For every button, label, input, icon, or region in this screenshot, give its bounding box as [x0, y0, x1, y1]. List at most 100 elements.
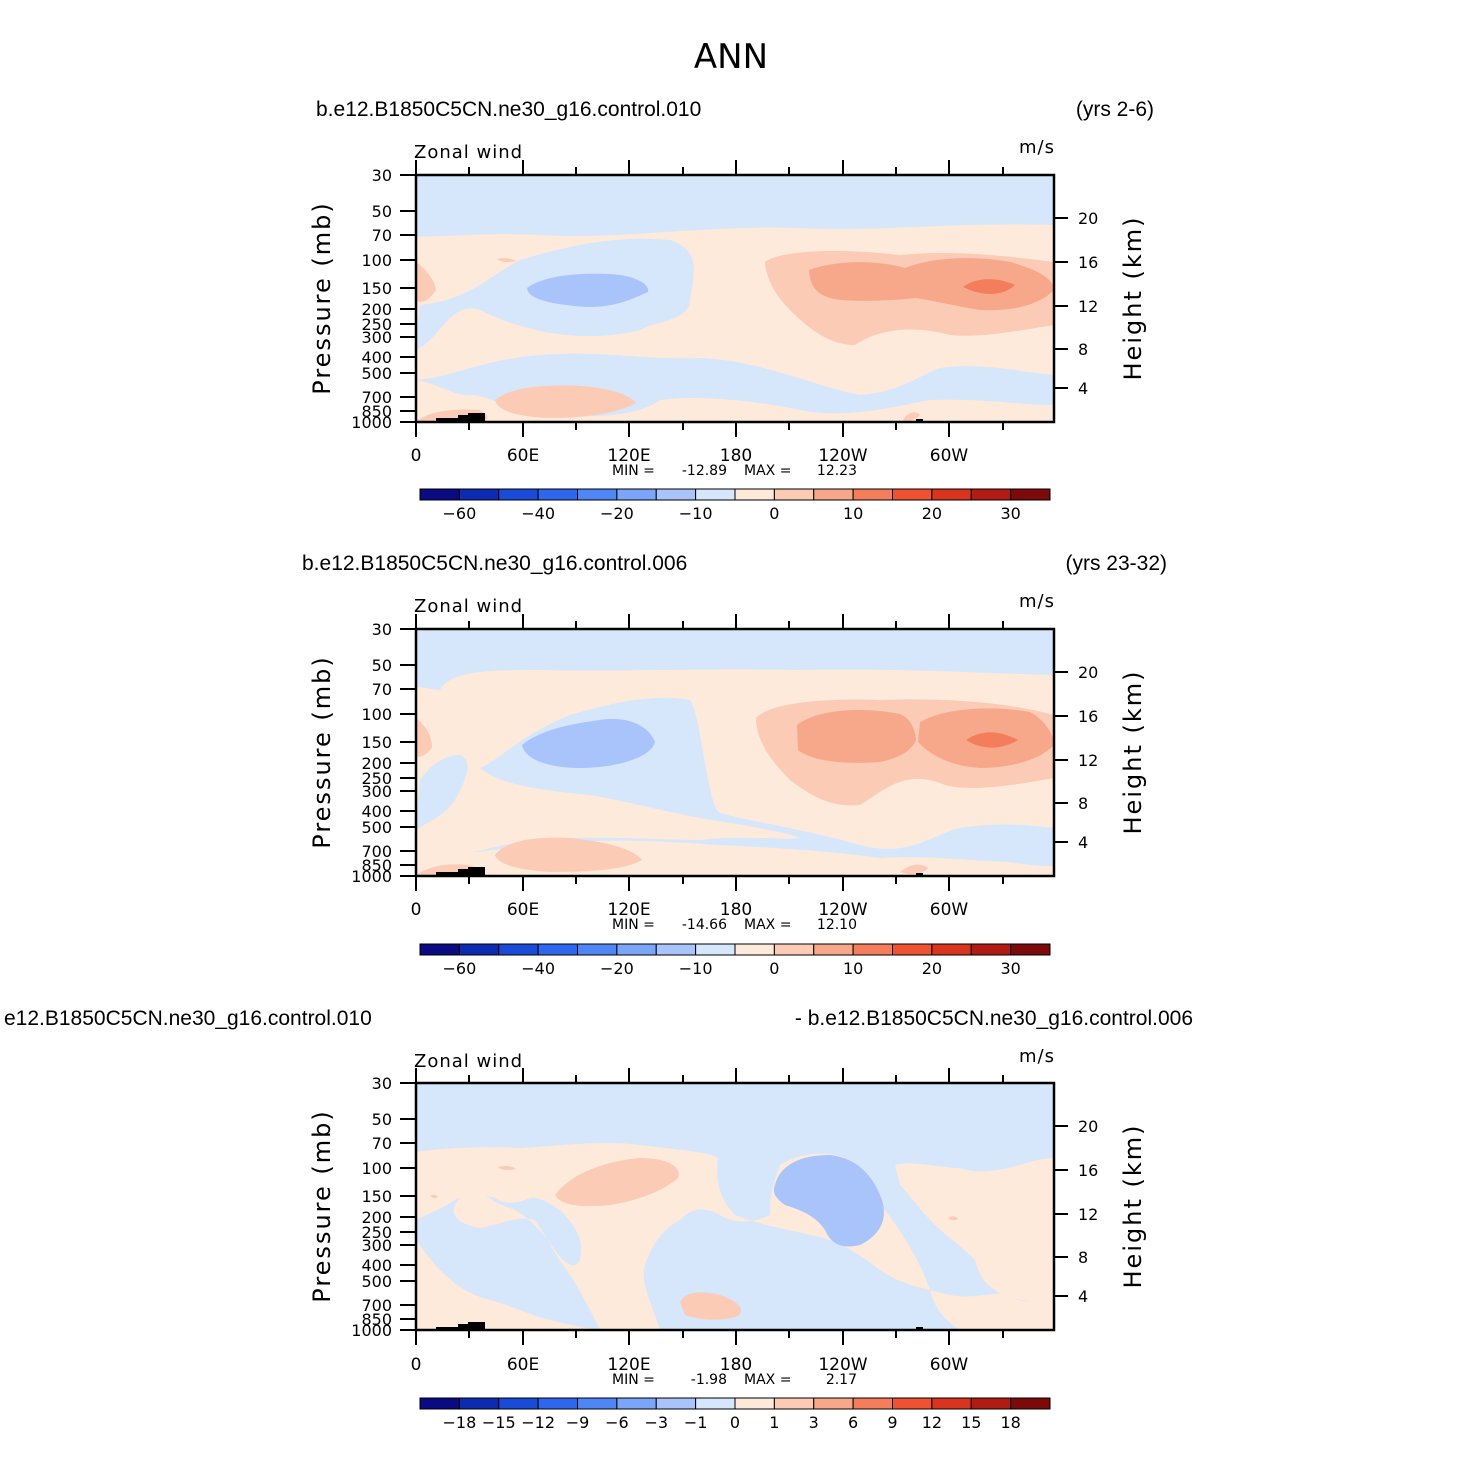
panel-1-max-label: MAX = [744, 463, 791, 479]
panel-2-y-tick-label: 400 [361, 802, 392, 821]
panel-3-y-tick-label: 150 [361, 1187, 392, 1206]
panel-1-y-tick-label: 500 [361, 364, 392, 383]
panel-3: e12.B1850C5CN.ne30_g16.control.010 - b.e… [4, 1007, 1193, 1432]
colorbar-box [419, 1397, 460, 1410]
colorbar-box [577, 1397, 618, 1410]
panel-2-min-value: -14.66 [682, 917, 727, 933]
panel-1-y-tick-label: 1000 [351, 413, 392, 432]
panel-1-y-tick-label: 150 [361, 279, 392, 298]
panel-3-min-value: -1.98 [691, 1372, 727, 1388]
colorbar-label: 20 [922, 504, 942, 523]
panel-3-y-tick-label: 700 [361, 1296, 392, 1315]
panel-2-max-value: 12.10 [817, 917, 857, 933]
colorbar-box [892, 488, 933, 501]
panel-1-x-tick-label: 180 [720, 446, 752, 466]
colorbar-box [970, 943, 1012, 956]
panel-3-x-tick-label: 60W [930, 1355, 969, 1375]
panel-2-y-tick-label: 100 [361, 705, 392, 724]
colorbar-box [931, 1397, 972, 1410]
colorbar-box [773, 943, 815, 956]
colorbar-box [892, 943, 933, 956]
panel-1-x-tick-label: 120E [607, 446, 650, 466]
panel-1-y-tick-label: 70 [372, 226, 392, 245]
colorbar-label: 0 [730, 1413, 740, 1432]
colorbar-box [813, 488, 854, 501]
panel-3-x-tick-label: 120E [607, 1355, 650, 1375]
colorbar-label: −10 [679, 959, 713, 978]
panel-2-x-tick-labels: 0 60E 120E 180 120W 60W [411, 900, 969, 920]
colorbar-box [695, 488, 736, 501]
panel-1-right-axis-label: Height (km) [1119, 216, 1147, 381]
colorbar-label: 6 [848, 1413, 858, 1432]
panel-2: b.e12.B1850C5CN.ne30_g16.control.006 (yr… [302, 552, 1167, 978]
panel-2-height-tick-label: 12 [1078, 751, 1098, 770]
panel-1-height-tick-label: 20 [1078, 209, 1098, 228]
colorbar-label: 15 [961, 1413, 981, 1432]
colorbar-box [616, 488, 657, 501]
panel-3-height-tick-label: 4 [1078, 1287, 1088, 1306]
panel-2-x-tick-label: 180 [720, 900, 752, 920]
panel-1-max-value: 12.23 [817, 463, 857, 479]
colorbar-label: 12 [922, 1413, 942, 1432]
colorbar-box [852, 943, 893, 956]
panel-2-y-tick-label: 250 [361, 769, 392, 788]
colorbar-label: 0 [769, 959, 779, 978]
panel-1-y-tick-label: 700 [361, 388, 392, 407]
panel-2-y-tick-label: 70 [372, 680, 392, 699]
panel-2-y-tick-label: 150 [361, 733, 392, 752]
panel-1-height-tick-label: 8 [1078, 340, 1088, 359]
panel-1-y-tick-label: 250 [361, 315, 392, 334]
panel-3-max-label: MAX = [744, 1372, 791, 1388]
panel-2-units: m/s [1019, 591, 1055, 612]
panel-3-units: m/s [1019, 1046, 1055, 1067]
panel-1-min-label: MIN = [612, 463, 655, 479]
panel-2-min-max: MIN = -14.66 MAX = 12.10 [612, 917, 857, 933]
panel-3-y-tick-label: 400 [361, 1256, 392, 1275]
panel-2-y-tick-label: 200 [361, 754, 392, 773]
colorbar-label: 20 [922, 959, 942, 978]
colorbar-box [655, 488, 697, 501]
panel-3-min-max: MIN = -1.98 MAX = 2.17 [612, 1372, 857, 1388]
panel-1-y-tick-label: 200 [361, 300, 392, 319]
colorbar-label: −60 [442, 504, 476, 523]
panel-3-height-tick-label: 8 [1078, 1248, 1088, 1267]
panel-1-y-tick-label: 400 [361, 348, 392, 367]
panel-2-height-tick-labels: 20 16 12 8 4 [1078, 663, 1098, 852]
panel-2-y-tick-label: 700 [361, 842, 392, 861]
panel-3-contour-field [416, 1083, 1054, 1330]
colorbar-box [931, 943, 972, 956]
panel-2-contour-field [416, 629, 1054, 876]
colorbar-box [852, 488, 893, 501]
colorbar-box [577, 943, 618, 956]
panel-2-left-title: b.e12.B1850C5CN.ne30_g16.control.006 [302, 552, 687, 575]
panel-2-x-tick-label: 120E [607, 900, 650, 920]
colorbar-label: −10 [679, 504, 713, 523]
colorbar-box [498, 1397, 539, 1410]
panel-3-y-tick-label: 70 [372, 1134, 392, 1153]
panel-2-max-label: MAX = [744, 917, 791, 933]
colorbar-box [655, 1397, 697, 1410]
panel-2-y-tick-label: 30 [372, 620, 392, 639]
panel-2-right-title: (yrs 23-32) [1065, 552, 1167, 575]
panel-3-y-axis-label: Pressure (mb) [308, 1109, 336, 1302]
colorbar-label: −12 [521, 1413, 555, 1432]
colorbar-box [931, 488, 972, 501]
panel-2-y-axis-label: Pressure (mb) [308, 655, 336, 848]
panel-3-axis-ticks [400, 1068, 1068, 1345]
figure-title: ANN [694, 37, 768, 77]
panel-3-x-tick-label: 120W [818, 1355, 867, 1375]
panel-3-x-tick-label: 180 [720, 1355, 752, 1375]
panel-3-y-tick-label: 250 [361, 1223, 392, 1242]
panel-1-x-tick-label: 60E [507, 446, 539, 466]
panel-3-y-tick-label: 50 [372, 1110, 392, 1129]
panel-3-y-tick-label: 300 [361, 1236, 392, 1255]
panel-3-y-tick-labels: 30 50 70 100 150 200 250 300 400 500 700… [351, 1074, 392, 1340]
colorbar-box [655, 943, 697, 956]
colorbar-box [734, 1397, 775, 1410]
colorbar-box [773, 1397, 815, 1410]
panel-2-x-tick-label: 120W [818, 900, 867, 920]
colorbar-box [1010, 1397, 1051, 1410]
panel-3-y-tick-label: 200 [361, 1208, 392, 1227]
panel-3-right-title: - b.e12.B1850C5CN.ne30_g16.control.006 [795, 1007, 1193, 1030]
panel-1-y-tick-label: 100 [361, 251, 392, 270]
